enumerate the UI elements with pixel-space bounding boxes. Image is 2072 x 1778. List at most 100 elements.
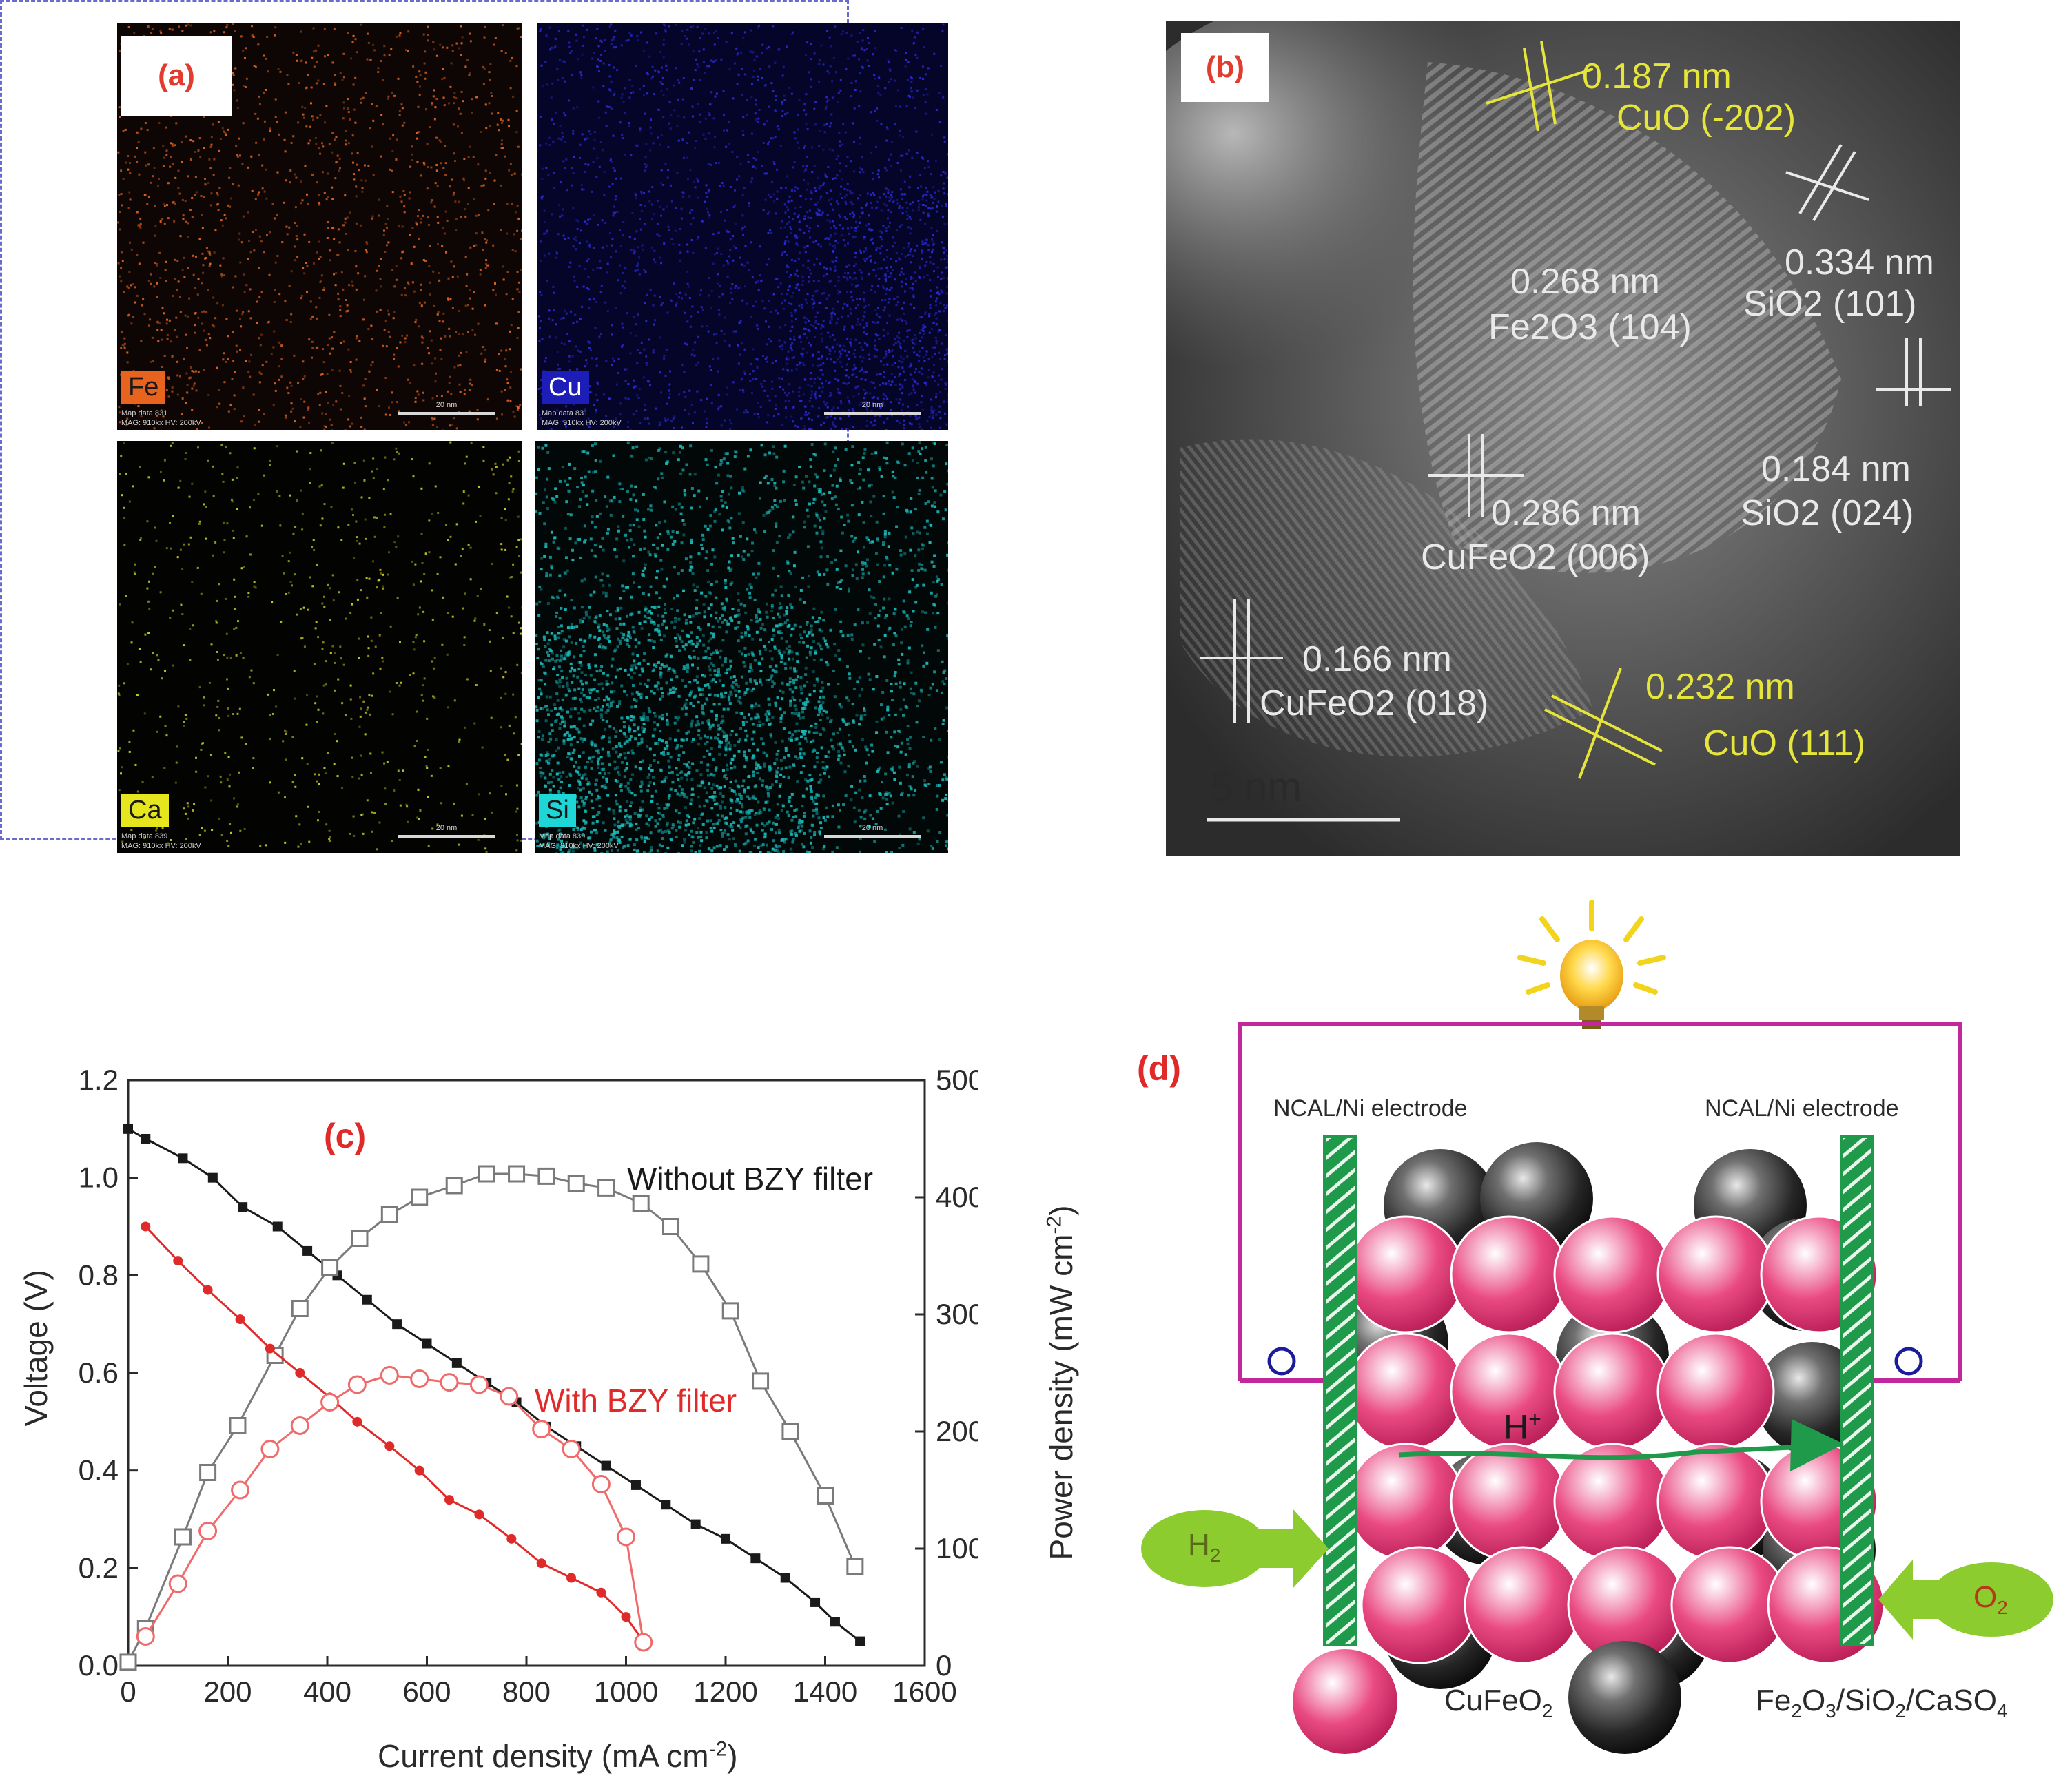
y-tick-label: 0.6 bbox=[79, 1356, 119, 1389]
data-point bbox=[721, 1302, 739, 1320]
cufeo2-particle bbox=[1464, 1546, 1582, 1664]
data-point bbox=[199, 1464, 217, 1481]
y2-axis-title: Power density (mW cm-2) bbox=[1043, 1205, 1079, 1560]
data-point bbox=[855, 1636, 865, 1646]
data-point bbox=[810, 1597, 821, 1607]
data-point bbox=[536, 1558, 546, 1569]
data-point bbox=[596, 1587, 606, 1598]
panel-d-label: (d) bbox=[1137, 1049, 1181, 1088]
data-point bbox=[661, 1500, 671, 1510]
y-tick-label: 1.0 bbox=[79, 1161, 119, 1194]
data-point bbox=[469, 1375, 489, 1394]
data-point bbox=[380, 1365, 399, 1385]
data-point bbox=[690, 1519, 701, 1529]
tem-plane-cuo-111: CuO (111) bbox=[1703, 723, 1866, 763]
tem-plane-cufeo2-018: CuFeO2 (018) bbox=[1260, 683, 1489, 723]
legend-black-ball bbox=[1568, 1641, 1681, 1754]
label-without-bzy: Without BZY filter bbox=[627, 1161, 874, 1197]
fuel-cell-schematic bbox=[1141, 900, 2053, 1754]
edx-map-ca: Ca Map data 839 MAG: 910kx HV: 200kV 20 nm bbox=[117, 441, 522, 853]
tem-d-cufeo2-006: 0.286 nm bbox=[1491, 493, 1641, 533]
data-point bbox=[451, 1358, 462, 1368]
data-point bbox=[478, 1165, 495, 1183]
data-point bbox=[198, 1522, 218, 1540]
right-electrode bbox=[1840, 1135, 1874, 1646]
edx-map-cu: Cu Map data 831 MAG: 910kx HV: 200kV 20 nm bbox=[537, 23, 948, 430]
legend-cufeo2: CuFeO2 bbox=[1444, 1684, 1553, 1722]
data-point bbox=[750, 1553, 761, 1564]
data-point bbox=[123, 1124, 133, 1134]
data-point bbox=[320, 1393, 340, 1412]
data-point bbox=[662, 1218, 680, 1235]
panel-c-label: (c) bbox=[324, 1117, 367, 1155]
edx-map-si: Si Map data 839 MAG: 910kx HV: 200kV 20 nm bbox=[535, 441, 948, 853]
y-tick-label: 1.2 bbox=[79, 1064, 119, 1096]
cufeo2-particle bbox=[1360, 1546, 1479, 1664]
data-point bbox=[238, 1202, 248, 1212]
left-electrode-label: NCAL/Ni electrode bbox=[1273, 1095, 1468, 1121]
edx-element-tag: Cu bbox=[542, 371, 589, 404]
data-point bbox=[440, 1373, 459, 1392]
data-point bbox=[173, 1256, 183, 1266]
edx-scale-label: 20 nm bbox=[861, 401, 883, 409]
data-point bbox=[207, 1172, 218, 1183]
tem-plane-cufeo2-006: CuFeO2 (006) bbox=[1421, 537, 1650, 577]
y2-tick-label: 400 bbox=[936, 1181, 978, 1213]
data-point bbox=[411, 1188, 429, 1206]
cufeo2-particle bbox=[1346, 1443, 1465, 1561]
edx-meta-line2: MAG: 910kx HV: 200kV bbox=[542, 419, 622, 427]
data-point bbox=[295, 1368, 305, 1378]
data-point bbox=[566, 1573, 577, 1583]
data-point bbox=[229, 1417, 247, 1434]
x-axis-title: Current density (mA cm-2) bbox=[378, 1737, 738, 1774]
y2-tick-label: 100 bbox=[936, 1532, 978, 1564]
data-point bbox=[474, 1509, 484, 1520]
edx-dots bbox=[535, 441, 948, 853]
cufeo2-particle bbox=[1450, 1443, 1568, 1561]
data-point bbox=[410, 1369, 429, 1388]
y-tick-label: 0.2 bbox=[79, 1551, 119, 1584]
cufeo2-particle bbox=[1346, 1332, 1465, 1451]
x-tick-label: 1000 bbox=[594, 1675, 658, 1708]
edx-meta-line2: MAG: 910kx HV: 200kV bbox=[121, 419, 201, 427]
data-point bbox=[817, 1487, 834, 1505]
data-point bbox=[260, 1440, 280, 1458]
data-point bbox=[630, 1480, 641, 1490]
edx-meta-line1: Map data 839 bbox=[539, 832, 586, 840]
o2-label: O2 bbox=[1973, 1580, 2008, 1618]
data-point bbox=[537, 1167, 555, 1185]
data-point bbox=[174, 1528, 192, 1546]
edx-meta-line2: MAG: 910kx HV: 200kV bbox=[121, 842, 201, 850]
iv-chart: 0 200 400 600 800 1000 1200 1400 16000.00.20.40.… bbox=[79, 1064, 978, 1708]
edx-meta-line1: Map data 831 bbox=[542, 409, 588, 417]
edx-meta-line2: MAG: 910kx HV: 200kV bbox=[539, 842, 619, 850]
data-point bbox=[780, 1573, 790, 1583]
data-point bbox=[351, 1230, 369, 1247]
x-tick-label: 600 bbox=[402, 1675, 451, 1708]
edx-scale-label: 20 nm bbox=[435, 824, 458, 832]
data-point bbox=[830, 1617, 840, 1627]
y-tick-label: 0.8 bbox=[79, 1259, 119, 1291]
y-axis-title: Voltage (V) bbox=[18, 1270, 54, 1427]
right-electrode-label: NCAL/Ni electrode bbox=[1705, 1095, 1899, 1121]
panel-b-label: (b) bbox=[1181, 33, 1269, 102]
edx-element-tag: Si bbox=[539, 794, 576, 827]
tem-scale-label: 5 nm bbox=[1210, 764, 1302, 810]
panel-a-label: (a) bbox=[121, 36, 232, 116]
data-point bbox=[597, 1179, 615, 1197]
data-point bbox=[272, 1221, 283, 1232]
data-point bbox=[846, 1558, 864, 1575]
x-tick-label: 1200 bbox=[693, 1675, 757, 1708]
data-point bbox=[721, 1533, 730, 1544]
edx-element-tag: Fe bbox=[121, 371, 166, 404]
edx-element-tag: Ca bbox=[121, 794, 169, 827]
tem-plane-cuo-202: CuO (-202) bbox=[1617, 98, 1796, 138]
data-point bbox=[168, 1574, 187, 1593]
x-tick-label: 400 bbox=[303, 1675, 351, 1708]
tem-d-cufeo2-018: 0.166 nm bbox=[1302, 639, 1452, 679]
proton-arrow bbox=[1398, 1419, 1844, 1471]
data-point bbox=[601, 1460, 611, 1471]
electrolyte-particles bbox=[1335, 1142, 1885, 1689]
legend-pink-ball bbox=[1293, 1649, 1397, 1754]
data-point bbox=[302, 1245, 313, 1256]
